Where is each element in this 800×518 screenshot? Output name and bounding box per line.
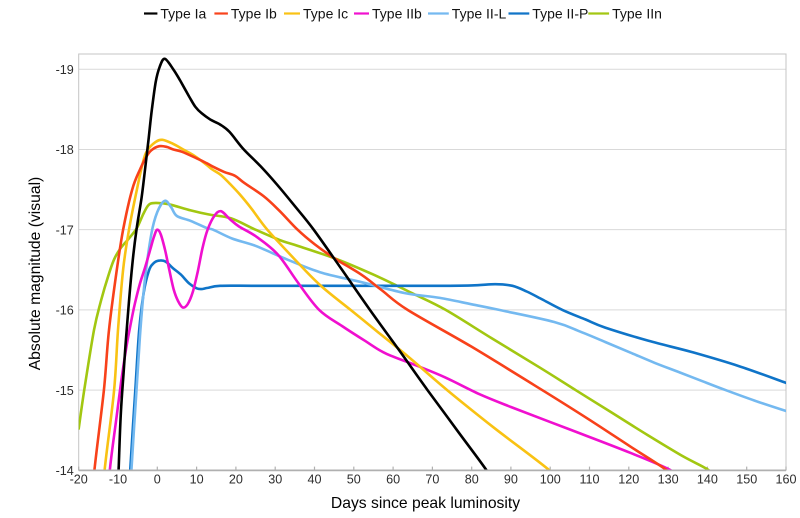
svg-text:160: 160	[775, 472, 796, 486]
svg-text:-18: -18	[56, 143, 74, 157]
svg-text:Type II-L: Type II-L	[452, 6, 507, 22]
svg-text:Absolute magnitude (visual): Absolute magnitude (visual)	[27, 177, 44, 371]
svg-text:90: 90	[504, 472, 518, 486]
svg-text:-10: -10	[109, 472, 127, 486]
svg-text:Type IIn: Type IIn	[612, 6, 662, 22]
svg-text:Type IIb: Type IIb	[372, 6, 422, 22]
svg-text:-20: -20	[70, 472, 88, 486]
svg-text:150: 150	[736, 472, 757, 486]
svg-text:20: 20	[229, 472, 243, 486]
svg-text:Type Ic: Type Ic	[303, 6, 348, 22]
svg-text:130: 130	[658, 472, 679, 486]
svg-text:0: 0	[154, 472, 161, 486]
svg-text:140: 140	[697, 472, 718, 486]
svg-text:60: 60	[386, 472, 400, 486]
svg-text:Type II-P: Type II-P	[532, 6, 588, 22]
svg-text:-17: -17	[56, 223, 74, 237]
svg-text:100: 100	[540, 472, 561, 486]
svg-text:Type Ia: Type Ia	[160, 6, 206, 22]
svg-text:80: 80	[465, 472, 479, 486]
svg-text:40: 40	[307, 472, 321, 486]
svg-text:120: 120	[618, 472, 639, 486]
svg-text:Days since peak luminosity: Days since peak luminosity	[331, 495, 520, 512]
svg-text:-19: -19	[56, 63, 74, 77]
svg-text:30: 30	[268, 472, 282, 486]
svg-text:110: 110	[579, 472, 599, 486]
svg-text:-16: -16	[56, 304, 74, 318]
svg-text:Type Ib: Type Ib	[231, 6, 277, 22]
svg-text:-15: -15	[56, 384, 74, 398]
svg-text:50: 50	[347, 472, 361, 486]
svg-text:10: 10	[190, 472, 204, 486]
svg-text:-14: -14	[56, 464, 74, 478]
svg-text:70: 70	[425, 472, 439, 486]
